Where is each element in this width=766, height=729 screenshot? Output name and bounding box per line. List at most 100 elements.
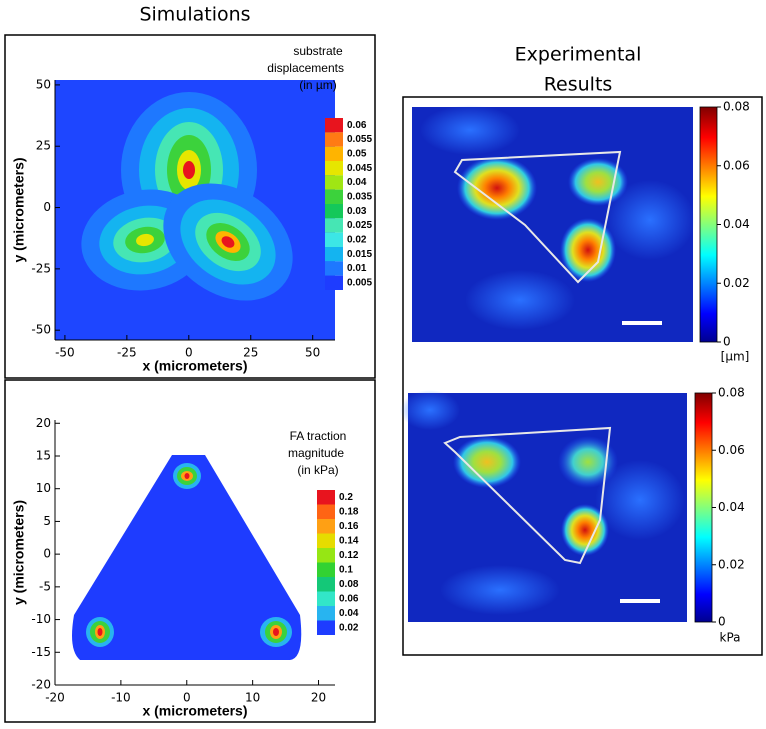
left-title: Simulations (139, 4, 250, 26)
x-tick-label: 25 (243, 346, 258, 360)
y-tick-label: 25 (36, 139, 51, 153)
y-tick-label: -5 (39, 579, 51, 593)
y-tick-label: 0 (43, 200, 51, 214)
colorbar-unit: kPa (720, 631, 741, 645)
y-tick-label: 20 (36, 416, 51, 430)
colorbar-label: 0.05 (347, 148, 367, 159)
y-tick-label: -25 (31, 261, 51, 275)
y-tick-label: 5 (43, 514, 51, 528)
x-tick-label: 0 (183, 691, 191, 705)
y-tick-label: -20 (31, 678, 51, 692)
x-tick-label: -50 (55, 346, 75, 360)
legend-title: magnitude (288, 446, 344, 460)
colorbar-swatch (317, 504, 335, 519)
colorbar-label: 0.015 (347, 249, 372, 260)
y-tick-label: -10 (31, 612, 51, 626)
colorbar-swatch (325, 275, 343, 290)
colorbar-label: 0.005 (347, 277, 372, 288)
displacement-field (55, 80, 335, 340)
colorbar-label: 0.01 (347, 263, 367, 274)
experimental-map (412, 105, 695, 342)
colorbar-unit: [µm] (721, 350, 750, 364)
colorbar-swatch (325, 218, 343, 233)
colorbar-label: 0.16 (339, 521, 359, 532)
legend-title: substrate (293, 44, 343, 58)
legend-title: FA traction (290, 429, 347, 443)
colorbar-swatch (325, 261, 343, 276)
colorbar-label: 0.06 (347, 120, 367, 131)
colorbar-label: 0.04 (339, 608, 359, 619)
y-tick-label: 10 (36, 481, 51, 495)
colorbar (699, 106, 718, 343)
colorbar-label: 0.08 (723, 100, 750, 114)
colorbar-swatch (317, 533, 335, 548)
colorbar-swatch (325, 161, 343, 176)
colorbar-label: 0.06 (339, 593, 359, 604)
colorbar-label: 0.02 (339, 622, 359, 633)
colorbar-swatch (325, 204, 343, 219)
colorbar-swatch (317, 519, 335, 534)
colorbar-label: 0.06 (718, 443, 745, 457)
colorbar-label: 0.14 (339, 535, 359, 546)
colorbar-label: 0.2 (339, 492, 353, 503)
colorbar-swatch (325, 247, 343, 262)
x-tick-label: 20 (311, 691, 326, 705)
legend-title: (in kPa) (297, 463, 338, 477)
colorbar-label: 0.025 (347, 220, 372, 231)
y-tick-label: -50 (31, 323, 51, 337)
y-tick-label: 15 (36, 448, 51, 462)
colorbar-label: 0.1 (339, 564, 353, 575)
y-tick-label: 50 (36, 77, 51, 91)
x-tick-label: -10 (111, 691, 131, 705)
colorbar-label: 0.04 (723, 217, 750, 231)
colorbar-swatch (325, 132, 343, 147)
colorbar-label: 0.03 (347, 206, 367, 217)
colorbar-label: 0.18 (339, 506, 359, 517)
legend-title: (in µm) (299, 78, 337, 92)
colorbar-label: 0 (718, 615, 726, 629)
colorbar-label: 0.12 (339, 550, 359, 561)
y-tick-label: -15 (31, 645, 51, 659)
panel-frame (4, 379, 376, 723)
colorbar-label: 0.06 (723, 158, 750, 172)
colorbar-swatch (317, 620, 335, 635)
colorbar-swatch (325, 146, 343, 161)
colorbar-label: 0.08 (718, 386, 745, 400)
legend-title: displacements (267, 61, 344, 75)
colorbar-swatch (317, 562, 335, 577)
colorbar-swatch (317, 606, 335, 621)
panel-frame (402, 96, 763, 656)
colorbar-label: 0.045 (347, 163, 372, 174)
colorbar-swatch (325, 175, 343, 190)
colorbar (694, 392, 713, 623)
colorbar-label: 0.02 (723, 276, 750, 290)
colorbar-swatch (325, 189, 343, 204)
colorbar-label: 0.02 (347, 234, 367, 245)
colorbar-label: 0.02 (718, 557, 745, 571)
x-tick-label: -20 (45, 691, 65, 705)
y-axis-label: y (micrometers) (11, 500, 27, 605)
x-axis-label: x (micrometers) (142, 703, 247, 719)
colorbar-label: 0.04 (718, 500, 745, 514)
experimental-map (400, 390, 687, 622)
colorbar-swatch (325, 118, 343, 133)
colorbar-swatch (317, 490, 335, 505)
colorbar-swatch (325, 232, 343, 247)
colorbar-label: 0 (723, 335, 731, 349)
panel-frame (4, 34, 376, 379)
x-tick-label: 10 (245, 691, 260, 705)
traction-field (72, 455, 302, 660)
right-title: Results (544, 74, 613, 96)
colorbar-label: 0.04 (347, 177, 367, 188)
colorbar-swatch (317, 591, 335, 606)
y-tick-label: 0 (43, 547, 51, 561)
colorbar-label: 0.055 (347, 134, 372, 145)
x-tick-label: 0 (185, 346, 193, 360)
right-title: Experimental (515, 44, 642, 66)
y-axis-label: y (micrometers) (11, 157, 27, 262)
colorbar-label: 0.08 (339, 579, 359, 590)
colorbar-swatch (317, 577, 335, 592)
x-tick-label: 50 (305, 346, 320, 360)
x-axis-label: x (micrometers) (142, 358, 247, 374)
